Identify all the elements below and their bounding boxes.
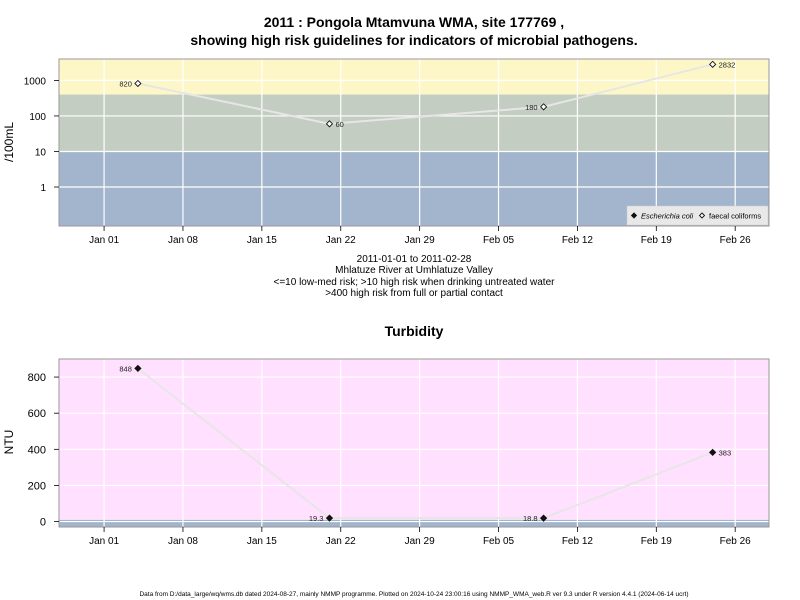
chart1-x-tick-label: Jan 08 bbox=[168, 235, 198, 246]
chart1-legend-marker bbox=[698, 212, 706, 219]
chart2-y-tick-label: 400 bbox=[28, 444, 46, 456]
chart1-plot-frame bbox=[58, 58, 770, 227]
chart2-x-tick-label: Feb 12 bbox=[562, 536, 594, 547]
chart2-plot: Jan 01 Jan 08 Jan 15 Jan 22 Jan 29 Feb 05 Feb … bbox=[2, 358, 770, 547]
chart1-caption-line-1: 2011-01-01 to 2011-02-28 bbox=[357, 254, 472, 265]
chart1-x-tick-label: Feb 26 bbox=[720, 235, 752, 246]
chart1-y-tick-label: 1000 bbox=[24, 76, 47, 87]
chart1-risk-band bbox=[59, 59, 769, 95]
chart2-plot-frame bbox=[58, 358, 770, 528]
chart1-x-tick-label: Jan 01 bbox=[89, 235, 119, 246]
chart1-x-tick-label: Feb 19 bbox=[641, 235, 673, 246]
footer-note: Data from D:/data_large/wq/wms.db dated … bbox=[139, 591, 688, 598]
chart2-y-tick-label: 800 bbox=[28, 372, 46, 384]
chart2-data-label: 383 bbox=[719, 448, 732, 457]
chart1-data-point bbox=[325, 120, 334, 128]
chart1-title: 2011 : Pongola Mtamvuna WMA, site 177769… bbox=[264, 14, 564, 30]
chart2-x-tick-label: Jan 22 bbox=[326, 536, 356, 547]
chart2-y-tick-label: 600 bbox=[28, 408, 46, 420]
chart1-legend: Escherichia coli faecal coliforms bbox=[626, 205, 769, 226]
chart1-caption-line-4: >400 high risk from full or partial cont… bbox=[325, 288, 503, 299]
chart1-y-tick-label: 100 bbox=[29, 112, 46, 123]
chart2-x-tick-label: Feb 19 bbox=[641, 536, 673, 547]
chart2-series-line bbox=[137, 367, 714, 520]
chart1-risk-band bbox=[59, 94, 769, 152]
chart1-x-tick-label: Jan 15 bbox=[247, 235, 277, 246]
chart2-data-point bbox=[539, 514, 548, 522]
chart1-caption-line-3: <=10 low-med risk; >10 high risk when dr… bbox=[274, 277, 556, 288]
chart2-risk-band bbox=[59, 359, 769, 520]
chart1-y-tick-label: 1 bbox=[40, 183, 46, 194]
chart1-subtitle: showing high risk guidelines for indicat… bbox=[190, 32, 637, 48]
chart1-caption-line-2: Mhlatuze River at Umhlatuze Valley bbox=[335, 265, 493, 276]
chart2-data-point bbox=[709, 448, 717, 457]
chart1-x-tick-label: Jan 29 bbox=[405, 235, 435, 246]
chart1-legend-box bbox=[626, 205, 769, 226]
chart2-data-label: 18.8 bbox=[523, 514, 538, 523]
chart1-data-point bbox=[539, 103, 548, 111]
chart1-data-point bbox=[709, 60, 717, 68]
chart2-risk-band bbox=[59, 519, 769, 527]
chart2-y-tick-label: 0 bbox=[40, 517, 46, 529]
chart2-data-label: 19.3 bbox=[309, 514, 324, 523]
chart2-x-tick-label: Jan 29 bbox=[405, 536, 435, 547]
chart2-x-tick-label: Feb 26 bbox=[720, 536, 752, 547]
chart1-legend-marker bbox=[630, 212, 638, 219]
chart2-data-point bbox=[134, 364, 142, 373]
chart1-data-label: 60 bbox=[335, 120, 343, 129]
chart1-x-tick-label: Jan 22 bbox=[326, 235, 356, 246]
chart1-y-axis-title: /100mL bbox=[2, 122, 16, 162]
chart1-y-tick-label: 10 bbox=[35, 147, 47, 158]
chart1-data-label: 180 bbox=[525, 103, 538, 112]
chart2-x-tick-label: Jan 15 bbox=[247, 536, 277, 547]
chart2-data-point bbox=[325, 514, 334, 522]
chart1-data-point bbox=[134, 79, 142, 88]
chart2-x-tick-label: Jan 08 bbox=[168, 536, 198, 547]
chart1-legend-label: faecal coliforms bbox=[709, 212, 761, 221]
plot-group: Jan 01 Jan 08 Jan 15 Jan 22 Jan 29 Feb 05 Feb … bbox=[2, 58, 770, 547]
chart2-x-tick-label: Feb 05 bbox=[483, 536, 515, 547]
chart1-series-line bbox=[137, 63, 713, 125]
chart2-x-tick-label: Jan 01 bbox=[89, 536, 119, 547]
chart1-x-tick-label: Feb 12 bbox=[562, 235, 594, 246]
chart1-plot: Jan 01 Jan 08 Jan 15 Jan 22 Jan 29 Feb 05 Feb … bbox=[2, 58, 770, 246]
chart1-legend-label: Escherichia coli bbox=[641, 212, 693, 221]
chart1-x-tick-label: Feb 05 bbox=[483, 235, 515, 246]
chart2-title: Turbidity bbox=[385, 323, 444, 339]
chart2-y-axis-title: NTU bbox=[2, 430, 16, 455]
chart2-y-tick-label: 200 bbox=[28, 480, 46, 492]
chart1-data-label: 820 bbox=[119, 79, 132, 88]
chart1-data-label: 2832 bbox=[719, 60, 736, 69]
chart2-data-label: 848 bbox=[119, 364, 132, 373]
